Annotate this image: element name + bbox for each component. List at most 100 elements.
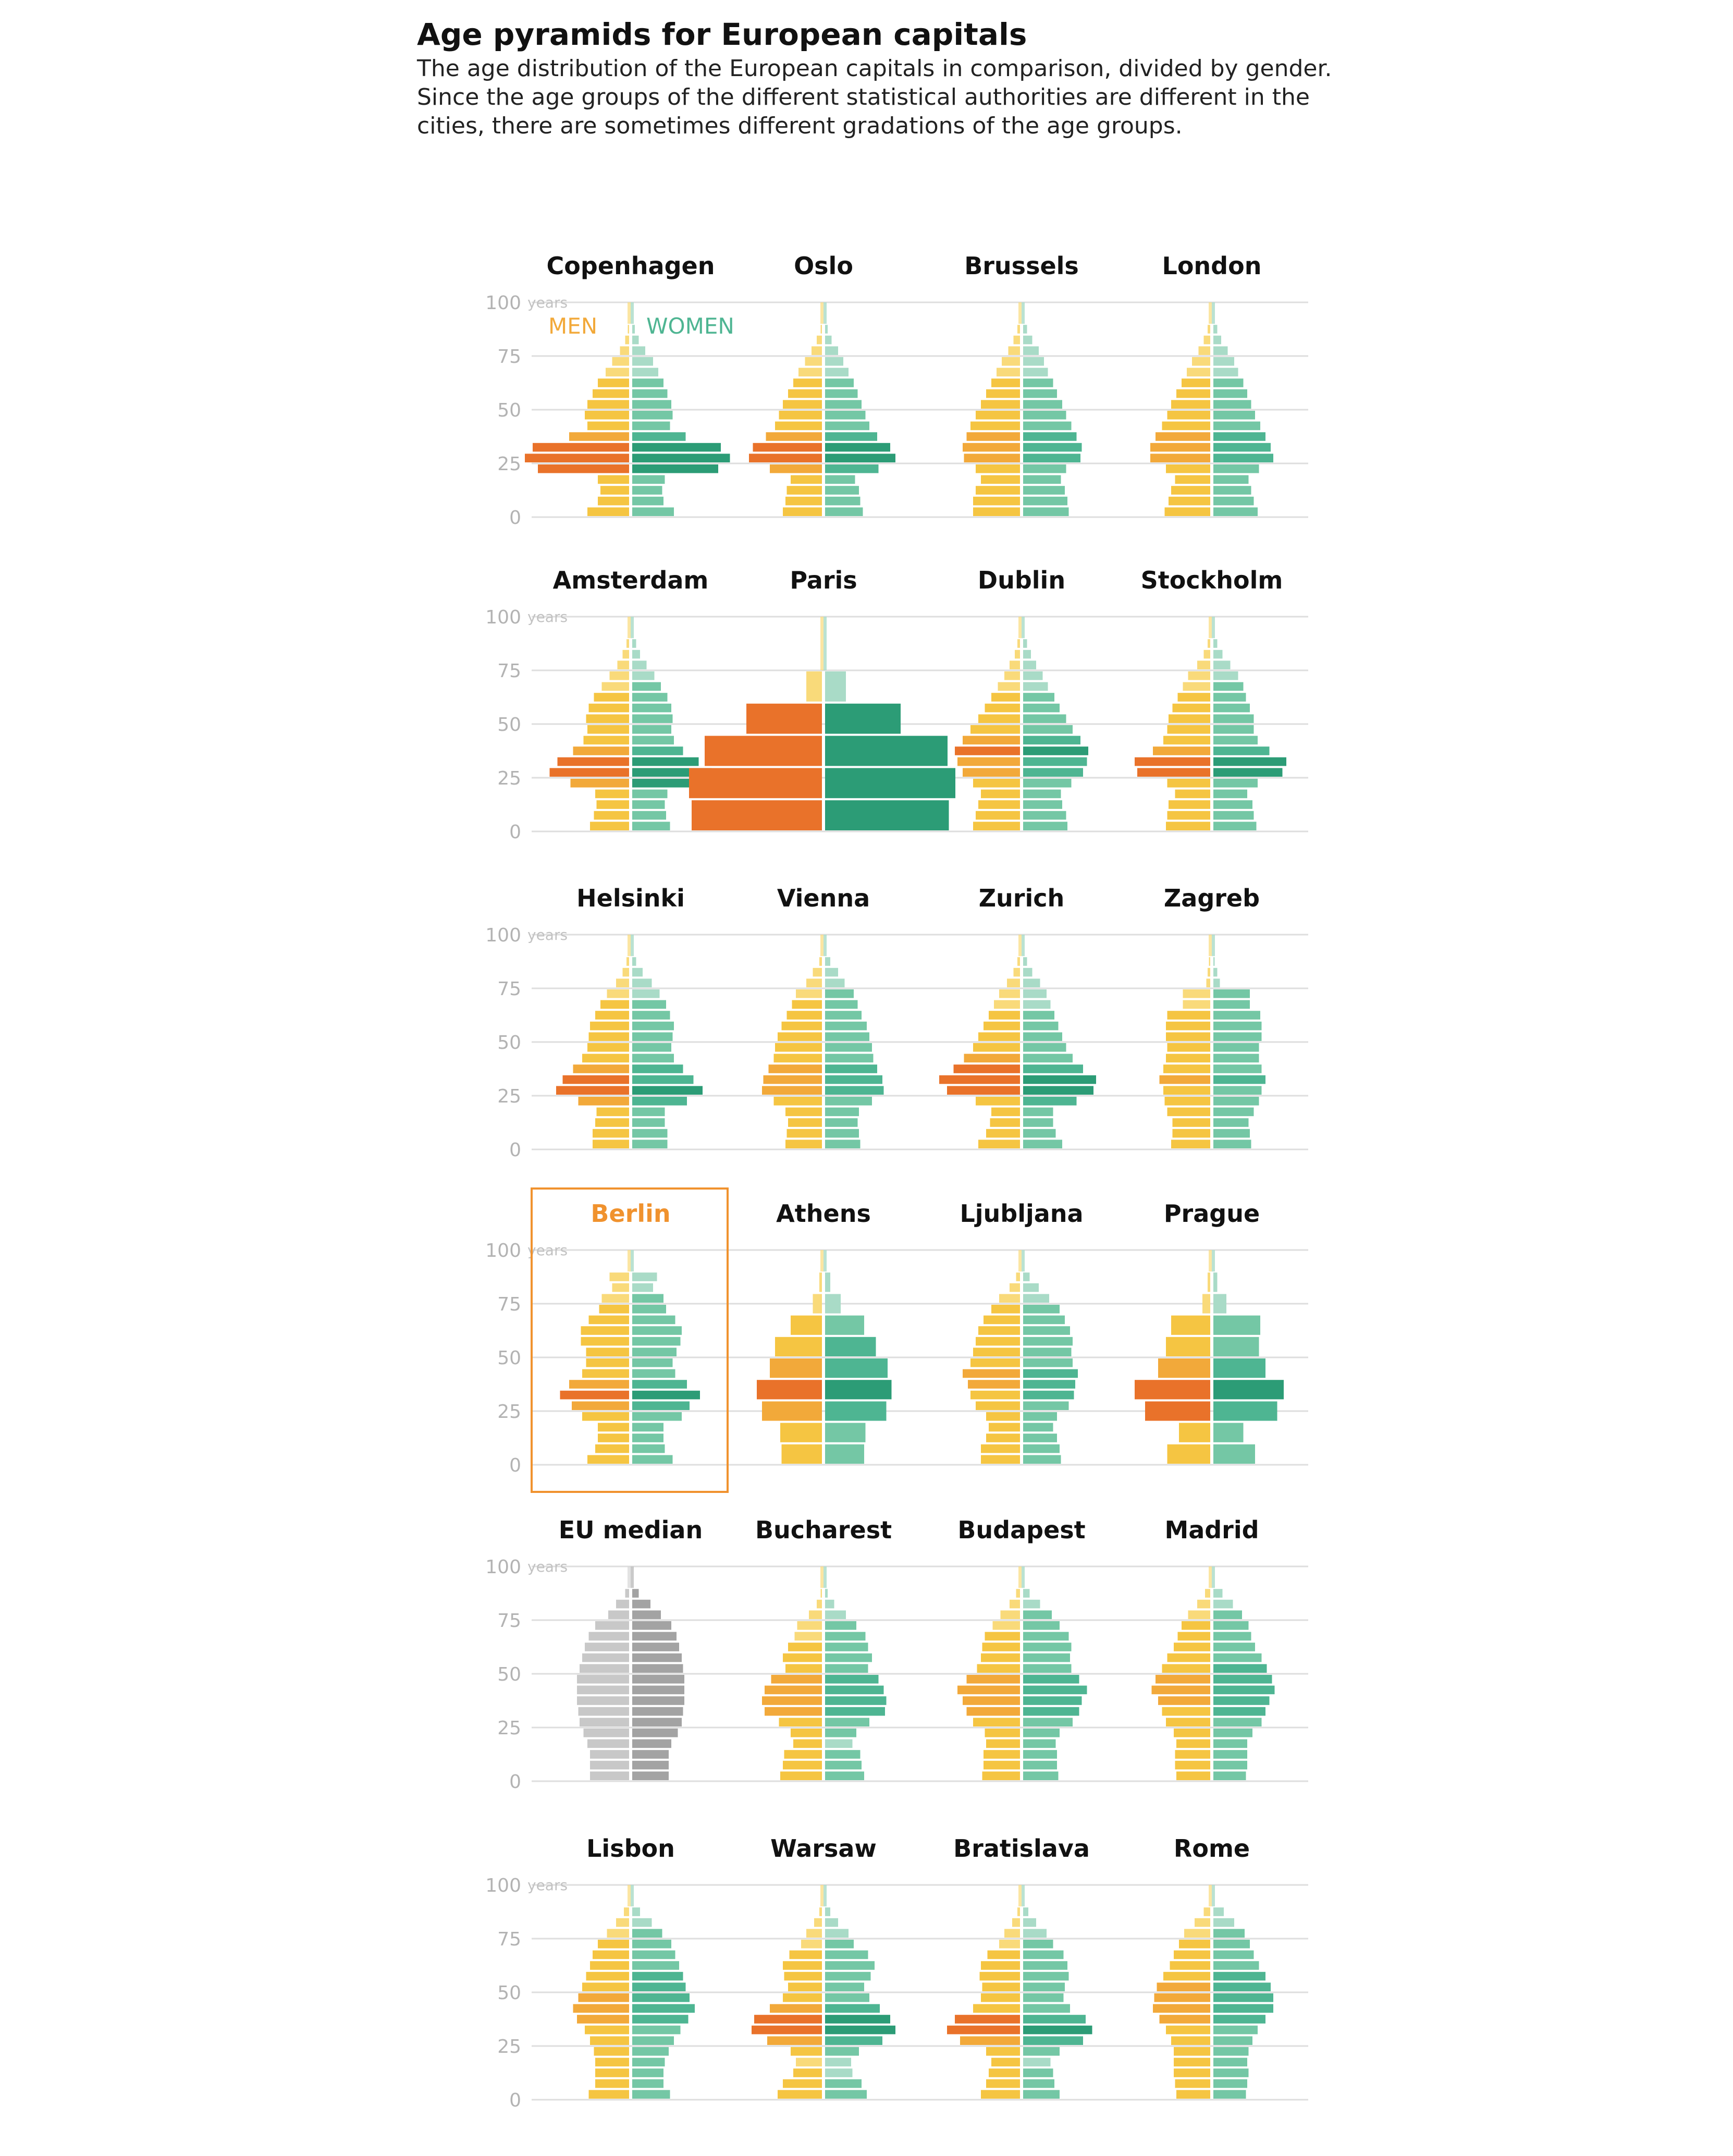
bar-men-london xyxy=(1198,346,1210,355)
bar-women-athens xyxy=(825,1358,888,1378)
bar-women-rome xyxy=(1213,1961,1259,1970)
bar-men-eu-median xyxy=(625,1589,629,1598)
bar-men-london xyxy=(1176,389,1210,398)
bar-men-stockholm xyxy=(1203,650,1210,659)
bar-men-lisbon xyxy=(577,2015,629,2024)
bar-men-eu-median xyxy=(585,1643,629,1651)
bar-women-warsaw xyxy=(825,1918,838,1927)
bar-men-amsterdam xyxy=(622,650,629,659)
bar-men-dublin xyxy=(976,811,1020,820)
bar-women-amsterdam xyxy=(632,682,661,691)
bar-women-eu-median xyxy=(632,1589,639,1598)
bar-women-ljubljana xyxy=(1023,1272,1030,1281)
bar-men-eu-median xyxy=(582,1653,629,1662)
axis-tick-label: 0 xyxy=(509,822,521,843)
bar-men-rome xyxy=(1163,1971,1210,1981)
bar-women-lisbon xyxy=(632,1950,675,1959)
bar-men-berlin xyxy=(569,1380,629,1389)
bar-women-helsinki xyxy=(632,1107,665,1117)
bar-women-eu-median xyxy=(632,1696,684,1705)
axis-tick-label: 75 xyxy=(497,978,521,1000)
bar-men-brussels xyxy=(986,389,1020,398)
bar-women-bucharest xyxy=(825,1718,869,1726)
bar-men-budapest xyxy=(985,1729,1020,1737)
gap-strip-women xyxy=(1212,617,1215,639)
bar-women-helsinki xyxy=(632,1032,673,1041)
bar-women-berlin xyxy=(632,1348,677,1356)
bar-men-bratislava xyxy=(986,2079,1020,2088)
bar-men-lisbon xyxy=(593,1950,629,1959)
bar-men-dublin xyxy=(998,682,1020,691)
bar-men-vienna xyxy=(768,1064,822,1073)
bar-men-bucharest xyxy=(791,1729,822,1737)
bar-men-zurich xyxy=(984,1021,1020,1031)
bar-women-madrid xyxy=(1213,1599,1233,1609)
bar-men-eu-median xyxy=(580,1664,629,1673)
panel-title-amsterdam: Amsterdam xyxy=(553,566,709,594)
bar-women-lisbon xyxy=(632,1961,679,1970)
gap-strip-women xyxy=(1022,1250,1025,1272)
bar-women-berlin xyxy=(632,1412,682,1421)
bar-men-warsaw xyxy=(778,2090,822,2099)
bar-women-berlin xyxy=(632,1455,673,1464)
bar-men-zurich xyxy=(978,1032,1020,1041)
bar-men-vienna xyxy=(773,1097,822,1106)
gap-strip-women xyxy=(1022,1885,1025,1907)
bar-men-lisbon xyxy=(595,2057,629,2067)
bar-women-dublin xyxy=(1023,789,1061,799)
chart-header: Age pyramids for European capitals The a… xyxy=(417,15,1334,140)
bar-women-prague xyxy=(1213,1294,1226,1314)
bar-men-amsterdam xyxy=(617,660,629,669)
bar-men-madrid xyxy=(1166,1718,1210,1726)
gap-strip-men xyxy=(820,302,824,324)
panel-title-madrid: Madrid xyxy=(1164,1516,1259,1544)
bar-women-ljubljana xyxy=(1023,1305,1060,1314)
bar-men-warsaw xyxy=(793,2068,822,2077)
bar-men-helsinki xyxy=(596,1107,629,1117)
gap-strip-women xyxy=(1212,935,1215,957)
bar-men-zurich xyxy=(978,1140,1020,1148)
bar-women-ljubljana xyxy=(1023,1423,1053,1432)
bar-men-ljubljana xyxy=(1016,1272,1020,1281)
bar-men-bratislava xyxy=(955,2015,1020,2024)
bar-men-bratislava xyxy=(981,1993,1020,2002)
bar-women-paris xyxy=(825,703,901,734)
bar-men-amsterdam xyxy=(573,746,629,755)
bar-men-zagreb xyxy=(1183,1000,1210,1009)
bar-women-athens xyxy=(825,1444,864,1464)
bar-women-london xyxy=(1213,389,1247,398)
bar-men-vienna xyxy=(762,1086,822,1095)
bar-women-helsinki xyxy=(632,1054,674,1063)
bar-women-vienna xyxy=(825,967,838,977)
bar-women-bratislava xyxy=(1023,2047,1060,2056)
panel-title-oslo: Oslo xyxy=(794,252,853,280)
gap-strip-men xyxy=(1018,935,1022,957)
gap-strip-women xyxy=(631,1885,634,1907)
bar-men-madrid xyxy=(1177,1632,1210,1641)
bar-women-zurich xyxy=(1023,1011,1054,1020)
bar-women-brussels xyxy=(1023,411,1066,420)
bar-women-dublin xyxy=(1023,660,1036,669)
bar-women-stockholm xyxy=(1213,800,1252,809)
bar-women-berlin xyxy=(632,1283,653,1292)
bar-men-lisbon xyxy=(607,1929,629,1938)
bar-men-zurich xyxy=(999,989,1020,998)
bar-men-helsinki xyxy=(573,1064,629,1073)
bar-women-warsaw xyxy=(825,2090,867,2099)
bar-women-copenhagen xyxy=(632,475,665,484)
bar-men-lisbon xyxy=(624,1907,629,1916)
bar-men-dublin xyxy=(955,746,1020,755)
bar-men-zurich xyxy=(1013,967,1020,977)
bar-women-eu-median xyxy=(632,1739,671,1748)
bar-men-copenhagen xyxy=(587,421,629,431)
bar-women-zurich xyxy=(1023,1075,1096,1084)
bar-men-copenhagen xyxy=(585,411,629,420)
bar-men-bucharest xyxy=(793,1739,822,1748)
bar-men-vienna xyxy=(786,1011,822,1020)
bar-men-madrid xyxy=(1151,1685,1210,1695)
bar-men-zurich xyxy=(990,1118,1020,1127)
bar-women-lisbon xyxy=(632,2004,695,2013)
bar-women-rome xyxy=(1213,1950,1254,1959)
bar-men-budapest xyxy=(982,1643,1020,1651)
bar-women-stockholm xyxy=(1213,682,1244,691)
